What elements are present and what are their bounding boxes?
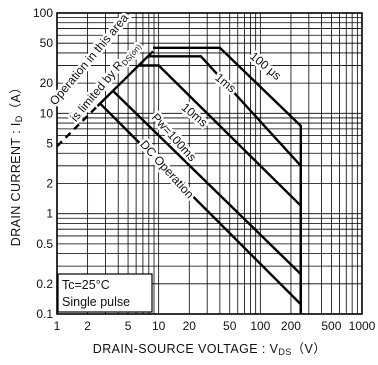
x-tick-label: 10: [152, 319, 166, 333]
y-axis-title: DRAIN CURRENT : ID（A）: [9, 81, 24, 246]
x-tick-label: 20: [183, 319, 197, 333]
x-tick-label: 1: [54, 319, 61, 333]
x-tick-label: 1000: [349, 319, 376, 333]
rds-on-limit: [56, 50, 154, 148]
y-tick-label: 5: [46, 137, 53, 151]
gridlines: [57, 13, 362, 314]
y-tick-label: 0.2: [36, 277, 53, 291]
temperature-note: Tc=25°C: [62, 278, 110, 292]
pulse-note: Single pulse: [62, 295, 130, 309]
conditions-note: Tc=25°C Single pulse: [57, 273, 153, 313]
y-tick-label: 20: [40, 76, 54, 90]
x-axis-title: DRAIN-SOURCE VOLTAGE : VDS（V）: [93, 342, 326, 357]
soa-curves: [100, 46, 302, 314]
y-tick-label: 2: [46, 176, 53, 190]
x-tick-labels: 1 2 5 10 20 50 100 200 500 1000: [54, 319, 376, 333]
y-tick-label: 50: [40, 36, 54, 50]
y-tick-label: 0.1: [36, 307, 53, 321]
x-tick-label: 5: [125, 319, 132, 333]
x-tick-label: 50: [223, 319, 237, 333]
curve-label-10ms: 10ms: [179, 100, 210, 130]
curve-10ms: [139, 64, 302, 314]
x-tick-label: 2: [84, 319, 91, 333]
x-tick-label: 100: [250, 319, 270, 333]
curve-1ms: [147, 55, 302, 314]
y-tick-label: 100: [33, 6, 53, 20]
rds-limit-dashed: [56, 105, 99, 148]
x-tick-label: 500: [321, 319, 341, 333]
x-tick-label: 200: [281, 319, 301, 333]
y-tick-label: 1: [46, 207, 53, 221]
y-tick-labels: 0.1 0.2 0.5 1 2 5 10 20 50 100: [33, 6, 53, 321]
curve-dc-operation: [100, 103, 302, 314]
plot-frame: [56, 12, 363, 315]
y-tick-label: 0.5: [36, 237, 53, 251]
y-tick-label: 10: [40, 106, 54, 120]
rds-limit-solid: [96, 50, 154, 107]
curve-pw-100ms: [112, 90, 302, 314]
conditions-box: [57, 273, 153, 313]
